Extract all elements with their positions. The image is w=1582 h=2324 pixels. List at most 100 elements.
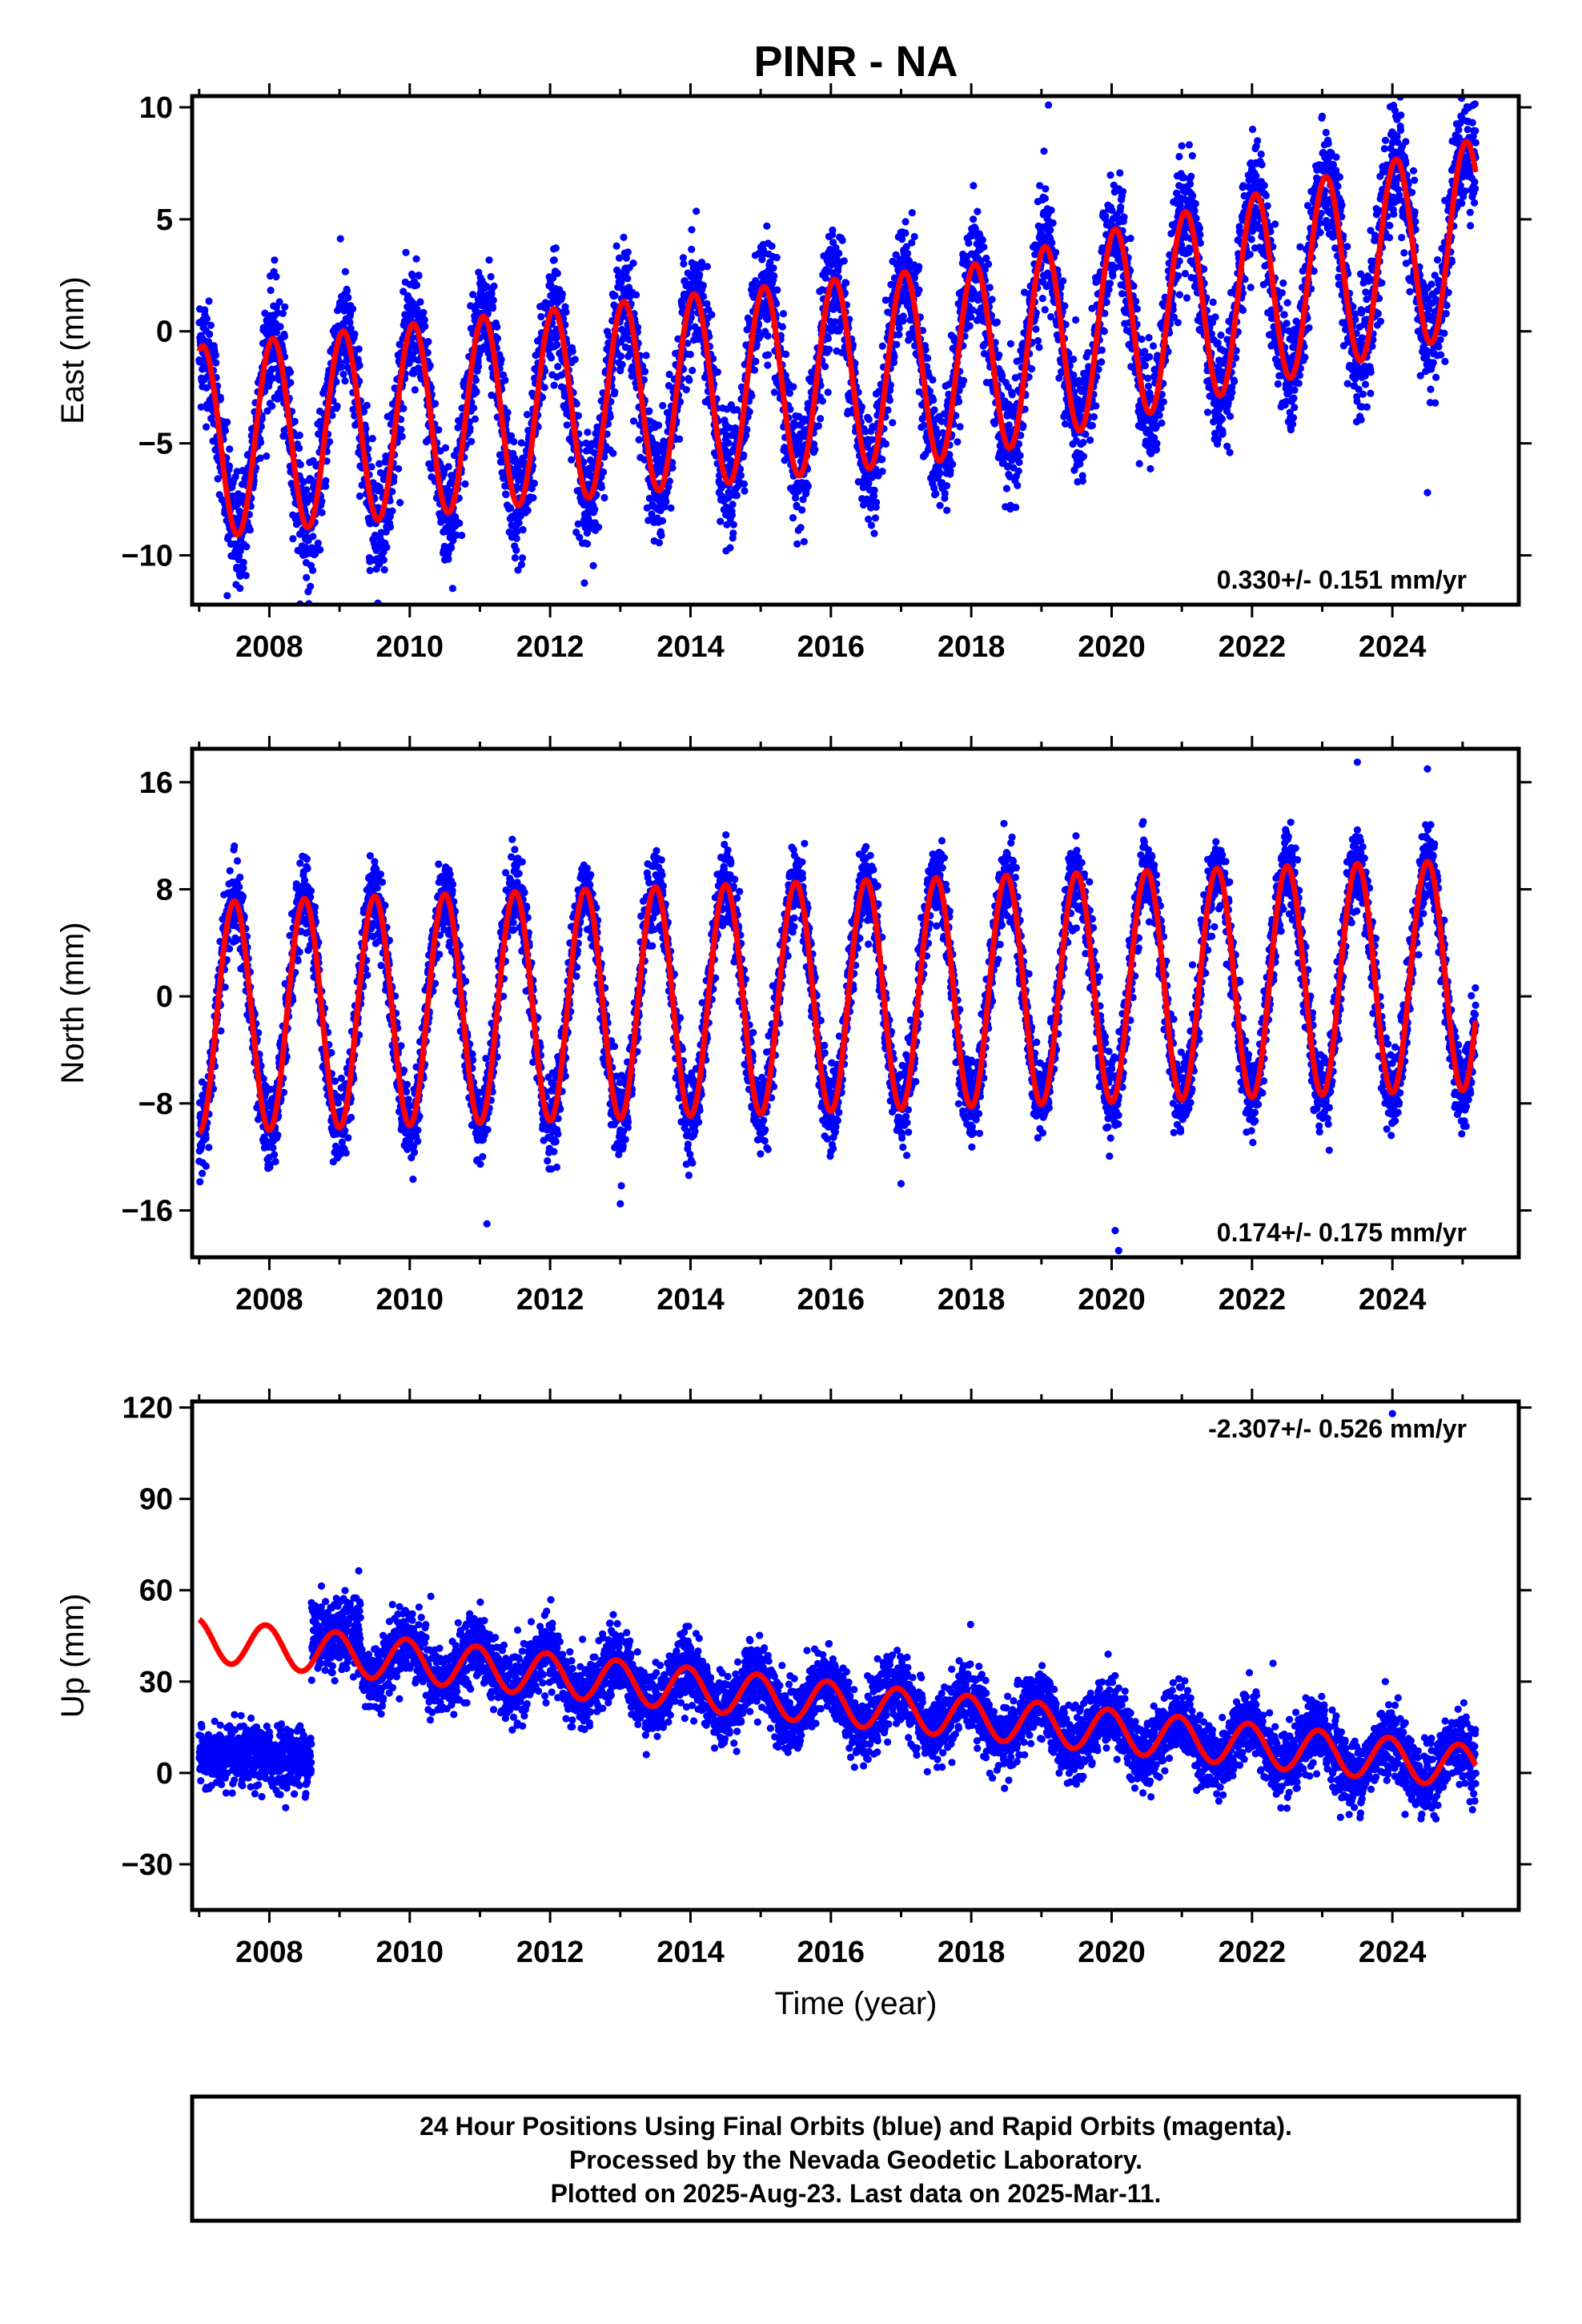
east-data-point [402,248,410,256]
east-data-point [942,482,951,490]
east-data-point [789,514,797,522]
east-data-point [424,338,432,346]
east-data-point [307,544,315,552]
east-data-point [519,525,527,534]
east-data-point [1072,316,1080,324]
east-data-point [421,322,429,331]
east-data-point [487,272,495,281]
east-data-point [1098,358,1106,366]
east-data-point [899,312,907,320]
east-data-point [943,506,951,514]
east-data-point [611,388,619,396]
east-data-point [726,544,734,552]
east-data-point [398,432,406,440]
east-data-point [571,356,579,364]
east-data-point [456,519,464,528]
east-data-point [431,400,440,408]
east-data-point [268,402,276,410]
east-data-point [768,242,776,250]
east-data-point [279,309,287,317]
east-data-point [624,248,632,256]
east-data-point [497,356,505,364]
east-data-point [263,452,271,460]
east-data-point [281,303,289,311]
east-data-point [729,529,737,537]
east-data-point [779,310,788,318]
east-data-point [857,403,865,411]
east-data-point [1146,464,1154,473]
east-data-point [489,296,497,304]
east-data-point [954,438,962,446]
east-data-point [518,554,527,562]
east-data-point [1145,334,1153,342]
east-data-point [1135,460,1143,468]
east-data-point [895,331,903,339]
east-data-point [205,297,213,305]
east-data-point [351,412,359,420]
east-data-point [309,533,317,541]
east-data-point [778,323,786,331]
east-data-point [1088,421,1096,430]
east-data-point [699,281,708,290]
east-data-point [461,480,469,489]
east-data-point [474,363,483,371]
east-data-point [239,558,247,566]
east-data-point [717,517,725,525]
east-data-point [529,494,537,502]
east-data-point [303,573,311,581]
east-data-point [242,572,250,580]
east-data-point [1079,452,1087,460]
east-data-point [986,283,994,292]
east-data-point [203,315,211,323]
east-data-point [589,561,597,570]
east-data-point [842,279,850,287]
east-data-point [1098,346,1106,354]
east-data-point [685,376,693,384]
east-data-point [504,408,512,416]
east-data-point [629,259,637,267]
east-data-point [524,506,532,515]
east-data-point [789,383,797,391]
east-data-point [632,291,640,299]
east-data-point [1049,219,1057,227]
east-data-point [871,514,879,522]
east-data-point [764,361,772,369]
east-data-point [1012,503,1020,512]
east-data-point [397,425,405,434]
east-data-point [291,417,299,425]
east-data-point [558,290,567,298]
east-data-point [368,435,376,443]
east-data-point [272,272,280,281]
east-data-point [980,243,988,251]
east-data-point [825,345,833,353]
east-data-point [901,229,909,237]
east-data-point [713,368,722,376]
east-data-point [318,509,326,517]
east-data-point [223,418,231,426]
east-data-point [383,543,391,552]
east-data-point [211,352,219,360]
east-data-point [303,486,311,494]
east-data-point [764,332,772,340]
east-data-point [591,505,599,513]
east-data-point [895,324,903,332]
east-data-point [878,468,886,476]
east-data-point [400,404,408,412]
east-data-point [206,330,214,338]
east-data-point [367,463,375,471]
east-data-point [328,412,336,420]
east-data-point [493,323,501,331]
east-data-point [584,428,592,436]
east-data-point [881,440,889,448]
east-data-point [280,332,288,340]
east-data-point [1008,391,1016,399]
east-data-point [956,423,964,431]
east-data-point [426,361,434,370]
east-data-point [338,363,346,371]
east-data-point [750,366,759,374]
east-data-point [400,287,408,296]
east-data-point [1014,467,1022,475]
east-data-point [629,417,638,425]
east-data-point [924,354,932,362]
east-data-point [416,298,424,306]
